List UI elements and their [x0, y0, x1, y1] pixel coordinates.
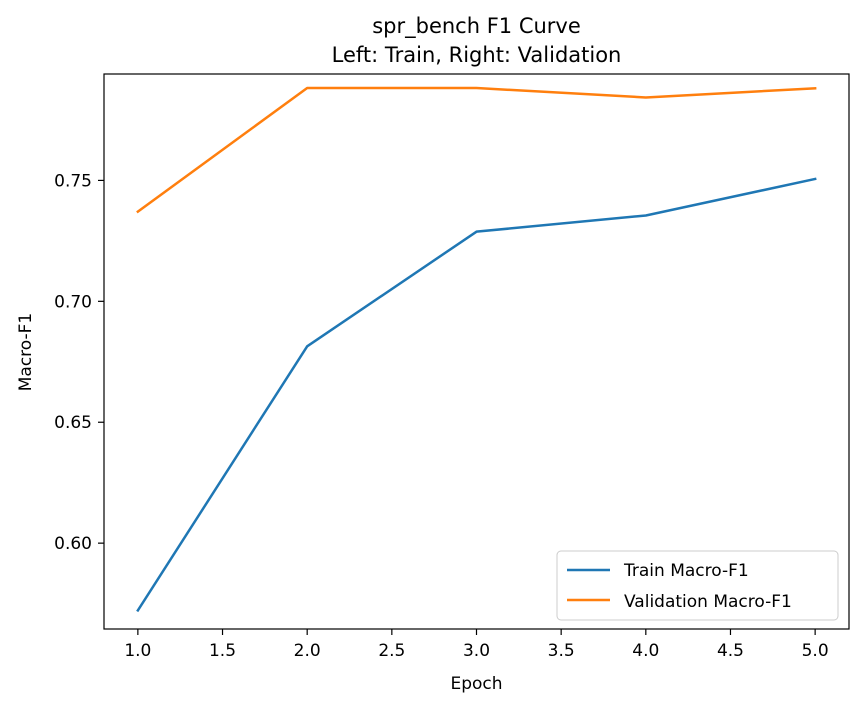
- x-tick-label: 2.5: [378, 641, 405, 661]
- legend-label-validation: Validation Macro-F1: [624, 592, 792, 612]
- legend-box: [556, 550, 839, 621]
- legend-label-train: Train Macro-F1: [623, 561, 749, 581]
- x-tick-label: 3.5: [548, 641, 575, 661]
- x-tick-label: 5.0: [802, 641, 829, 661]
- x-tick-label: 4.5: [717, 641, 744, 661]
- y-tick-label: 0.70: [54, 292, 92, 312]
- x-axis-label: Epoch: [450, 674, 502, 694]
- y-tick-label: 0.75: [54, 171, 92, 191]
- validation-series-line: [136, 86, 817, 214]
- chart-title-line-2: Left: Train, Right: Validation: [332, 43, 622, 67]
- y-axis-label: Macro-F1: [16, 313, 36, 392]
- x-axis-ticks: 1.0 1.5 2.0 2.5 3.0 3.5 4.0 4.5 5.0: [124, 629, 829, 661]
- x-tick-label: 1.5: [209, 641, 236, 661]
- x-tick-label: 2.0: [294, 641, 321, 661]
- series-layer: [136, 86, 817, 613]
- chart-title-line-1: spr_bench F1 Curve: [372, 14, 581, 39]
- plot-frame: [103, 73, 850, 630]
- y-axis-ticks: 0.60 0.65 0.70 0.75: [54, 171, 104, 554]
- y-tick-label: 0.65: [54, 413, 92, 433]
- x-tick-label: 3.0: [463, 641, 490, 661]
- y-tick-label: 0.60: [54, 534, 92, 554]
- train-series-line: [136, 177, 817, 613]
- x-tick-label: 4.0: [632, 641, 659, 661]
- x-tick-label: 1.0: [124, 641, 151, 661]
- legend: Train Macro-F1 Validation Macro-F1: [556, 550, 839, 621]
